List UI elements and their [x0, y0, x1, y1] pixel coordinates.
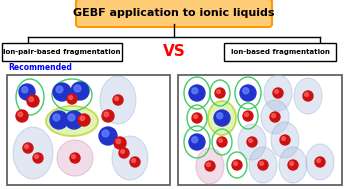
Circle shape: [243, 111, 253, 121]
Ellipse shape: [112, 136, 148, 180]
Circle shape: [232, 160, 242, 170]
Circle shape: [104, 112, 109, 117]
Text: Ion-pair-based fragmentation: Ion-pair-based fragmentation: [3, 49, 121, 55]
Circle shape: [272, 114, 276, 118]
Ellipse shape: [57, 140, 93, 176]
Circle shape: [22, 87, 28, 93]
Circle shape: [194, 115, 197, 119]
Circle shape: [243, 88, 249, 94]
Circle shape: [219, 139, 222, 143]
Circle shape: [234, 162, 237, 166]
Circle shape: [116, 139, 121, 144]
Circle shape: [74, 85, 81, 92]
Circle shape: [67, 94, 77, 104]
Circle shape: [290, 162, 294, 166]
Circle shape: [80, 116, 85, 121]
Circle shape: [270, 112, 280, 122]
Circle shape: [70, 153, 80, 163]
Circle shape: [115, 97, 118, 101]
Circle shape: [273, 88, 283, 98]
Circle shape: [99, 127, 117, 145]
Ellipse shape: [261, 100, 289, 134]
Circle shape: [27, 95, 39, 107]
Circle shape: [16, 110, 28, 122]
Circle shape: [50, 111, 68, 129]
Circle shape: [217, 137, 227, 147]
Bar: [178, 75, 342, 185]
Circle shape: [53, 114, 60, 121]
Ellipse shape: [208, 101, 236, 135]
Circle shape: [130, 157, 140, 167]
Ellipse shape: [13, 127, 53, 179]
Circle shape: [217, 90, 220, 94]
Circle shape: [18, 112, 23, 117]
Circle shape: [315, 157, 325, 167]
Text: Recommended: Recommended: [8, 64, 72, 73]
Ellipse shape: [46, 106, 98, 136]
Circle shape: [56, 86, 63, 93]
Circle shape: [114, 137, 126, 149]
Circle shape: [247, 137, 257, 147]
Circle shape: [305, 93, 308, 97]
Circle shape: [53, 83, 71, 101]
Circle shape: [260, 162, 263, 166]
Ellipse shape: [294, 78, 322, 114]
Circle shape: [102, 110, 114, 122]
Circle shape: [207, 163, 211, 167]
FancyBboxPatch shape: [2, 43, 122, 61]
FancyBboxPatch shape: [224, 43, 336, 61]
Circle shape: [113, 95, 123, 105]
Circle shape: [249, 139, 253, 143]
Text: VS: VS: [163, 44, 185, 60]
Circle shape: [275, 90, 279, 94]
Circle shape: [35, 155, 39, 159]
Circle shape: [282, 137, 286, 140]
Circle shape: [78, 114, 90, 126]
Circle shape: [217, 113, 223, 119]
FancyBboxPatch shape: [76, 0, 272, 27]
Circle shape: [132, 159, 135, 163]
Ellipse shape: [196, 148, 224, 184]
Circle shape: [192, 113, 202, 123]
Circle shape: [23, 143, 33, 153]
Ellipse shape: [271, 122, 299, 158]
Ellipse shape: [279, 147, 307, 183]
Circle shape: [19, 84, 35, 100]
Circle shape: [215, 88, 225, 98]
Ellipse shape: [306, 144, 334, 180]
Circle shape: [288, 160, 298, 170]
Circle shape: [258, 160, 268, 170]
Circle shape: [303, 91, 313, 101]
Circle shape: [189, 134, 205, 150]
Circle shape: [240, 85, 256, 101]
Circle shape: [214, 110, 230, 126]
Ellipse shape: [264, 75, 292, 111]
Circle shape: [189, 85, 205, 101]
Circle shape: [25, 145, 28, 149]
Circle shape: [33, 153, 43, 163]
Circle shape: [192, 137, 198, 143]
Circle shape: [119, 148, 129, 158]
Circle shape: [71, 82, 89, 100]
Text: Ion-based fragmentation: Ion-based fragmentation: [230, 49, 329, 55]
Circle shape: [280, 135, 290, 145]
Circle shape: [68, 114, 75, 121]
Circle shape: [317, 159, 321, 163]
Ellipse shape: [238, 124, 266, 160]
Circle shape: [192, 88, 198, 94]
Circle shape: [29, 97, 34, 102]
Circle shape: [102, 130, 109, 137]
Ellipse shape: [249, 147, 277, 183]
Ellipse shape: [100, 76, 136, 124]
Circle shape: [72, 155, 76, 159]
Circle shape: [245, 113, 248, 116]
Text: GEBF application to ionic liquids: GEBF application to ionic liquids: [73, 8, 275, 18]
Circle shape: [69, 96, 73, 99]
Circle shape: [65, 111, 83, 129]
Bar: [7, 75, 170, 185]
Circle shape: [121, 150, 125, 153]
Circle shape: [205, 161, 215, 171]
